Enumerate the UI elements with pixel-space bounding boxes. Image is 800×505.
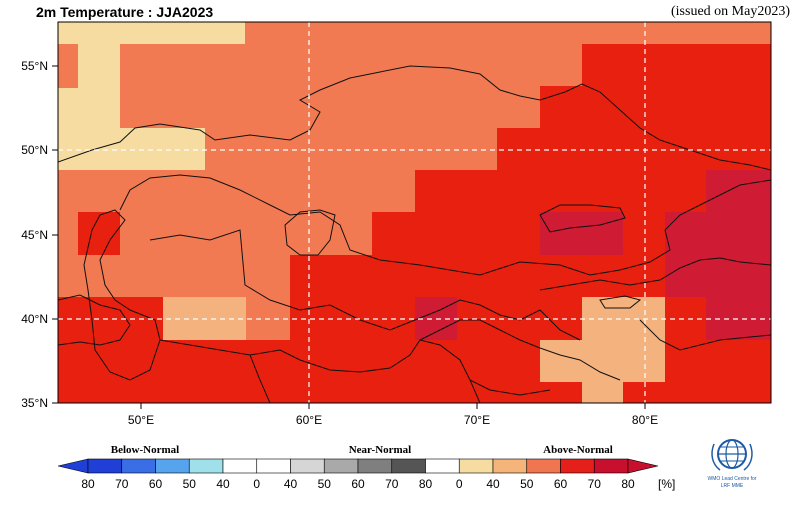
color-bar-unit: [%] (658, 477, 675, 491)
field-dark-red-east (665, 170, 771, 340)
lat-label-40: 40°N (21, 312, 48, 326)
axis-ticks (52, 65, 646, 409)
color-bar-swatch (357, 458, 393, 474)
border-tajikistan-afghanistan (419, 319, 621, 381)
border-russia-kazakhstan (58, 65, 771, 171)
color-bar-tick-label: 70 (385, 477, 399, 491)
color-bar-swatch (526, 458, 561, 474)
border-kazakhstan-south (119, 174, 771, 276)
color-bar-tick-label: 80 (81, 477, 95, 491)
color-bar-tick-label: 80 (419, 477, 433, 491)
probability-field (58, 22, 771, 403)
color-bar-tick-label: 40 (486, 477, 500, 491)
border-turkmenistan-iran (159, 339, 551, 396)
lon-label-50: 50°E (128, 413, 154, 427)
graticule (58, 22, 771, 403)
color-bar-tick-label: 70 (115, 477, 129, 491)
border-iran-afghanistan (249, 354, 271, 403)
color-bar-tick-label: 60 (149, 477, 163, 491)
color-bar-swatch (188, 458, 224, 474)
lon-labels: 50°E 60°E 70°E 80°E (128, 413, 658, 427)
field-patch-nw (58, 44, 78, 88)
border-china-west (639, 319, 771, 351)
svg-text:WMO Lead Centre for: WMO Lead Centre for (708, 476, 757, 482)
balkhash-lake (539, 204, 626, 233)
color-bar-swatch (391, 458, 426, 474)
lon-label-60: 60°E (296, 413, 322, 427)
color-bar-swatch (87, 458, 123, 474)
border-caucasus (58, 294, 131, 346)
svg-text:LRF MME: LRF MME (721, 483, 744, 489)
color-bar (57, 458, 659, 474)
border-kyrgyz-china (539, 257, 771, 291)
lat-label-50: 50°N (21, 143, 48, 157)
color-bar-swatch (290, 458, 325, 474)
color-bar-tick-label: 0 (456, 477, 463, 491)
issued-date: (issued on May2023) (671, 4, 790, 19)
color-bar-tick-label: 50 (520, 477, 534, 491)
wmo-emblem-icon: WMO Lead Centre for LRF MME (708, 439, 757, 489)
wmo-logo: WMO Lead Centre for LRF MME (700, 430, 764, 494)
color-bar-swatch (155, 458, 190, 474)
category-below-normal: Below-Normal (110, 444, 180, 456)
issyk-kul-lake (599, 295, 642, 309)
aral-sea (284, 209, 336, 256)
color-bar-swatch (425, 458, 460, 474)
lat-label-35: 35°N (21, 396, 48, 410)
color-bar-swatch (593, 458, 629, 474)
color-bar-arrow-right (627, 458, 659, 474)
color-bar-swatch (560, 458, 595, 474)
color-bar-tick-label: 60 (351, 477, 365, 491)
map-frame (57, 21, 772, 404)
border-uzbekistan (149, 229, 581, 341)
category-above-normal: Above-Normal (543, 444, 613, 456)
category-near-normal: Near-Normal (348, 444, 412, 456)
lat-label-45: 45°N (21, 228, 48, 242)
color-bar-swatch (121, 458, 156, 474)
field-red-caspian (78, 212, 120, 255)
color-bar-tick-label: 40 (284, 477, 298, 491)
field-50-60-southeast (540, 297, 665, 403)
color-bar-tick-label: 60 (554, 477, 568, 491)
color-bar-tick-label: 0 (253, 477, 260, 491)
color-bar-tick-label: 40 (216, 477, 230, 491)
caspian-sea (83, 209, 161, 381)
color-bar-labels: 80 70 60 50 40 0 40 50 60 70 80 0 40 50 60 70 80 (81, 477, 635, 491)
field-dark-red-balkhash (540, 212, 623, 255)
field-50-60-northwest (58, 22, 245, 170)
lon-label-70: 70°E (464, 413, 490, 427)
map-title: 2m Temperature : JJA2023 (36, 4, 214, 20)
lat-labels: 55°N 50°N 45°N 40°N 35°N (21, 59, 48, 410)
lon-label-80: 80°E (632, 413, 658, 427)
color-bar-swatch (323, 458, 359, 474)
border-pakistan (469, 379, 481, 403)
color-bar-swatch (222, 458, 258, 474)
lat-label-55: 55°N (21, 59, 48, 73)
color-bar-tick-label: 50 (183, 477, 197, 491)
color-bar-swatch (458, 458, 494, 474)
color-bar-swatch (492, 458, 528, 474)
color-bar-tick-label: 50 (318, 477, 332, 491)
color-bar-tick-label: 80 (621, 477, 635, 491)
color-bar-tick-label: 70 (588, 477, 602, 491)
color-bar-arrow-left (57, 458, 89, 474)
color-bar-swatch (256, 458, 291, 474)
country-borders (58, 65, 771, 403)
